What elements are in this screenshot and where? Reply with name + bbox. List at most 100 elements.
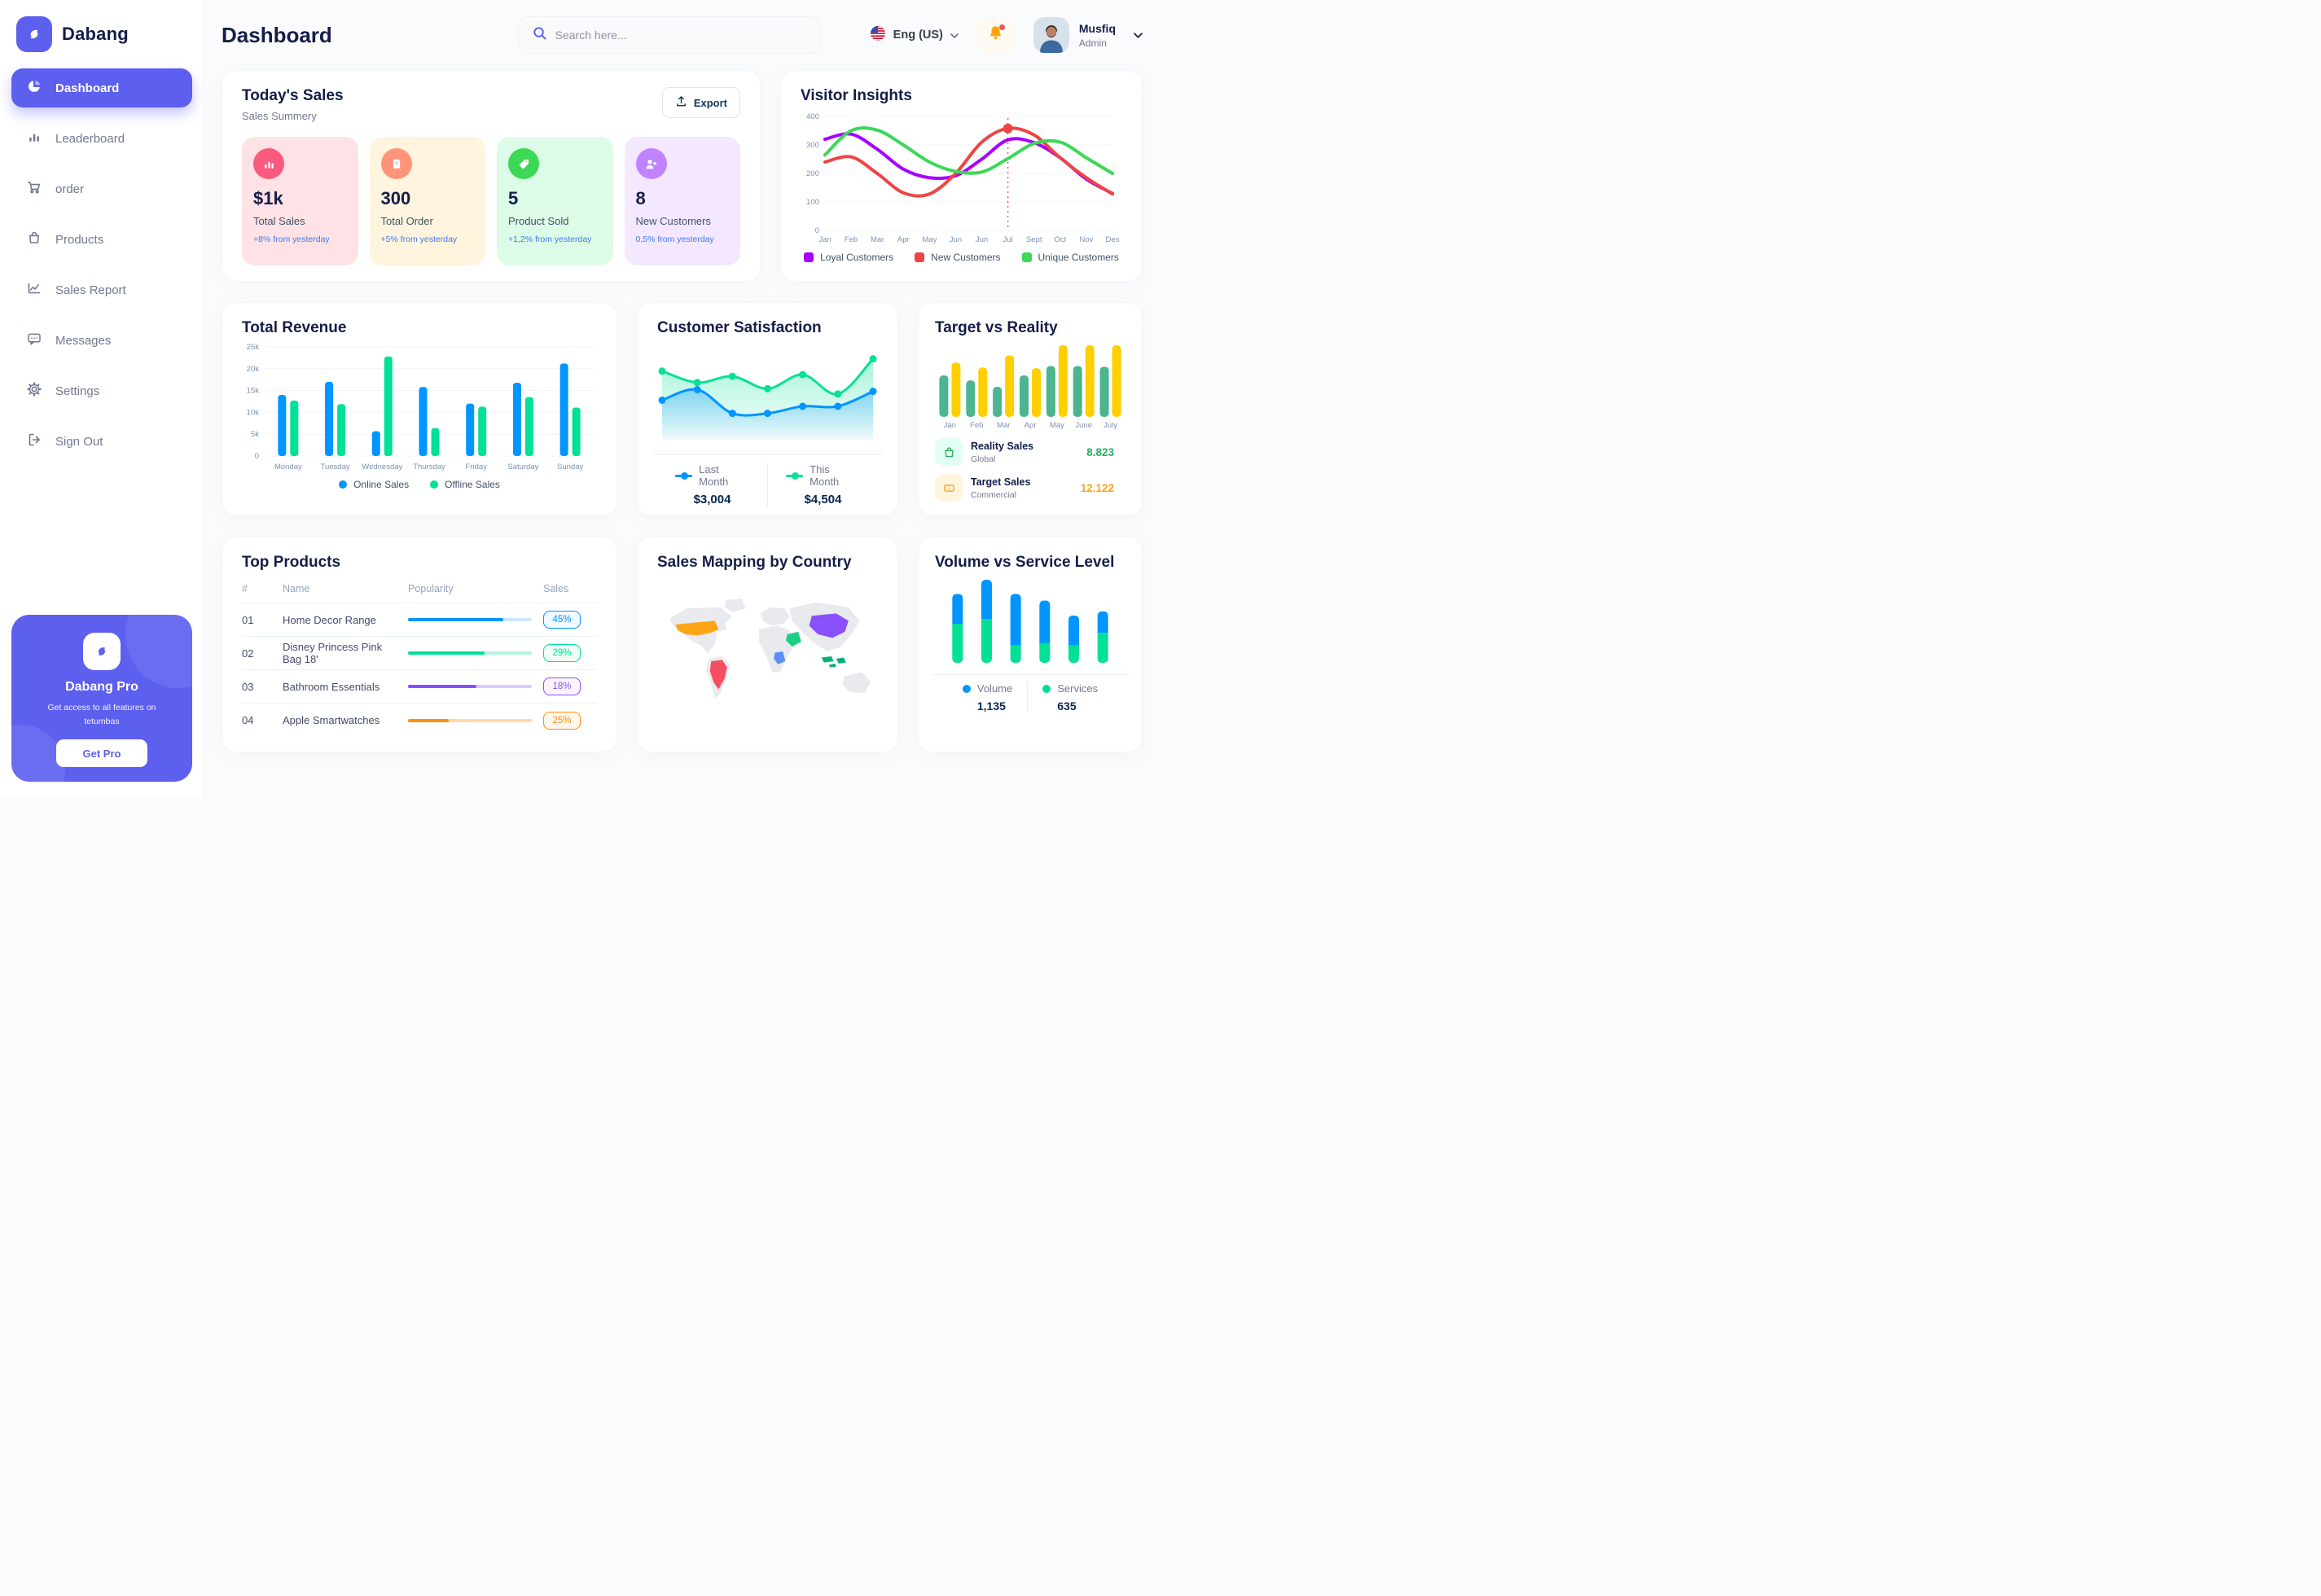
sales-badge: 18% <box>543 677 581 695</box>
volume-legend: Volume 1,135 Services 635 <box>935 682 1125 712</box>
product-rank: 02 <box>242 647 254 660</box>
svg-text:100: 100 <box>806 198 819 207</box>
user-name: Musfiq <box>1078 21 1116 35</box>
language-selector[interactable]: Eng (US) <box>870 25 959 45</box>
svg-text:Nov: Nov <box>1079 235 1093 244</box>
user-menu[interactable]: Musfiq Admin <box>1033 17 1143 53</box>
bell-icon <box>987 24 1004 46</box>
sidebar-item-settings[interactable]: Settings <box>11 371 192 410</box>
notification-dot <box>998 24 1005 30</box>
svg-text:Jan: Jan <box>818 235 831 244</box>
legend-target-sales: Target Sales Commercial 12.122 <box>935 474 1125 502</box>
svg-text:Monday: Monday <box>274 463 302 471</box>
avatar <box>1033 17 1069 53</box>
svg-text:Saturday: Saturday <box>507 463 538 471</box>
notifications-button[interactable] <box>977 17 1014 53</box>
card-title: Volume vs Service Level <box>935 554 1115 571</box>
legend-item: Online Sales <box>339 479 409 490</box>
target-vs-reality-card: Target vs Reality Jan Feb Mar Apr May June Jul… <box>918 302 1143 516</box>
svg-text:Thursday: Thursday <box>413 463 445 471</box>
sidebar-item-label: Products <box>55 232 104 247</box>
table-row: 04 Apple Smartwatches 25% <box>242 704 597 737</box>
svg-text:Jun: Jun <box>976 235 988 244</box>
revenue-legend: Online Sales Offline Sales <box>242 479 597 490</box>
popularity-bar <box>408 618 532 621</box>
page-title: Dashboard <box>222 22 332 47</box>
sidebar-item-order[interactable]: order <box>11 169 192 208</box>
top-products-card: Top Products # Name Popularity Sales 01 … <box>222 537 617 752</box>
product-name: Bathroom Essentials <box>283 680 380 693</box>
legend-volume: Volume 1,135 <box>948 682 1027 712</box>
volume-service-card: Volume vs Service Level Volume 1,135 Ser… <box>918 537 1143 752</box>
svg-text:300: 300 <box>806 141 819 150</box>
popularity-bar <box>408 651 532 655</box>
popularity-bar <box>408 718 532 722</box>
sales-mapping-card: Sales Mapping by Country <box>637 537 898 752</box>
svg-text:25k: 25k <box>247 343 260 352</box>
target-vs-reality-chart: Jan Feb Mar Apr May June July <box>935 342 1125 430</box>
stat-new-customers: 8 New Customers 0,5% from yesterday <box>624 137 740 265</box>
total-revenue-chart: 0 5k 10k 15k 20k 25k Monday Tuesday Wednesday Thu… <box>242 342 597 472</box>
sidebar-item-messages[interactable]: Messages <box>11 321 192 360</box>
table-header: # Name Popularity Sales <box>242 583 597 603</box>
legend-value: 635 <box>1057 699 1077 712</box>
svg-text:May: May <box>922 235 937 244</box>
chevron-down-icon <box>950 28 959 42</box>
export-button[interactable]: Export <box>661 87 740 118</box>
search-input[interactable] <box>555 28 807 42</box>
get-pro-button[interactable]: Get Pro <box>56 739 147 767</box>
us-flag-icon <box>870 25 886 45</box>
brand-logo-icon <box>16 16 52 52</box>
svg-text:Sunday: Sunday <box>557 463 583 471</box>
sidebar-item-leaderboard[interactable]: Leaderboard <box>11 119 192 158</box>
bag-icon <box>26 230 42 249</box>
cart-icon <box>26 179 42 199</box>
svg-text:Mar: Mar <box>997 421 1010 430</box>
today-sales-card: Today's Sales Sales Summery Export $1k <box>222 70 761 282</box>
svg-text:Jun: Jun <box>950 235 962 244</box>
legend-swatch <box>804 252 814 262</box>
visitor-insights-card: Visitor Insights 0 100 200 300 400 Jan Feb Mar A… <box>780 70 1143 282</box>
pie-chart-icon <box>26 78 42 98</box>
promo-title: Dabang Pro <box>65 680 138 695</box>
svg-text:Friday: Friday <box>466 463 488 471</box>
stat-cards: $1k Total Sales +8% from yesterday 300 T… <box>242 137 740 265</box>
sidebar-item-products[interactable]: Products <box>11 220 192 259</box>
sidebar-item-dashboard[interactable]: Dashboard <box>11 68 192 107</box>
customer-satisfaction-chart <box>657 344 878 446</box>
card-title: Sales Mapping by Country <box>657 554 852 571</box>
sidebar-item-sign-out[interactable]: Sign Out <box>11 422 192 461</box>
svg-text:10k: 10k <box>247 408 260 417</box>
chat-icon <box>26 331 42 350</box>
svg-text:200: 200 <box>806 169 819 178</box>
customer-satisfaction-card: Customer Satisfaction Last Month $3,004 <box>637 302 898 516</box>
legend-item: Offline Sales <box>430 479 500 490</box>
legend-swatch <box>915 252 925 262</box>
card-title: Today's Sales <box>242 87 344 104</box>
table-row: 03 Bathroom Essentials 18% <box>242 670 597 704</box>
svg-text:Jul: Jul <box>1003 235 1013 244</box>
world-map <box>657 578 878 729</box>
main-content: Dashboard Eng (US) Musfiq Admin <box>204 0 1160 798</box>
svg-text:Wednesday: Wednesday <box>362 463 402 471</box>
bar-chart-icon <box>26 129 42 148</box>
legend-marker <box>675 471 693 480</box>
sidebar-item-sales-report[interactable]: Sales Report <box>11 270 192 309</box>
export-icon <box>675 95 687 110</box>
table-row: 02 Disney Princess Pink Bag 18' 29% <box>242 637 597 670</box>
legend-dot <box>339 480 348 489</box>
divider <box>767 463 768 506</box>
product-rank: 03 <box>242 680 254 693</box>
legend-value: 8.823 <box>1086 445 1114 458</box>
ticket-icon <box>935 474 963 502</box>
map-united-states <box>675 620 719 635</box>
map-saudi-arabia <box>786 631 801 647</box>
divider <box>932 674 1129 675</box>
legend-item: New Customers <box>915 252 1001 263</box>
svg-text:Tuesday: Tuesday <box>321 463 350 471</box>
svg-text:400: 400 <box>806 112 819 121</box>
svg-text:5k: 5k <box>251 430 259 439</box>
brand-name: Dabang <box>62 24 129 44</box>
tag-icon <box>508 148 539 179</box>
search-bar[interactable] <box>517 16 821 54</box>
